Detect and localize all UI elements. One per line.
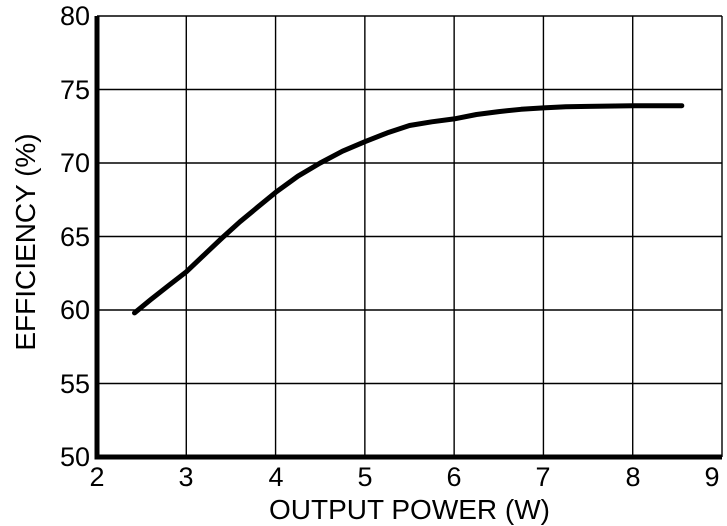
x-axis-title: OUTPUT POWER (W) (268, 494, 550, 525)
x-tick-label: 2 (89, 462, 105, 492)
x-tick-label: 7 (535, 462, 551, 492)
x-tick-label: 8 (625, 462, 641, 492)
y-tick-label: 80 (59, 1, 90, 31)
y-axis-title: EFFICIENCY (%) (10, 133, 41, 351)
x-tick-label: 5 (357, 462, 373, 492)
y-tick-label: 70 (59, 148, 90, 178)
x-tick-label: 6 (446, 462, 462, 492)
x-tick-label: 3 (178, 462, 194, 492)
y-tick-label: 75 (59, 75, 90, 105)
efficiency-curve (132, 103, 685, 316)
y-tick-label: 55 (59, 369, 90, 399)
y-tick-label: 60 (59, 295, 90, 325)
x-tick-label: 4 (268, 462, 284, 492)
x-tick-label: 9 (704, 462, 720, 492)
y-tick-label: 65 (59, 222, 90, 252)
y-tick-label: 50 (59, 442, 90, 472)
